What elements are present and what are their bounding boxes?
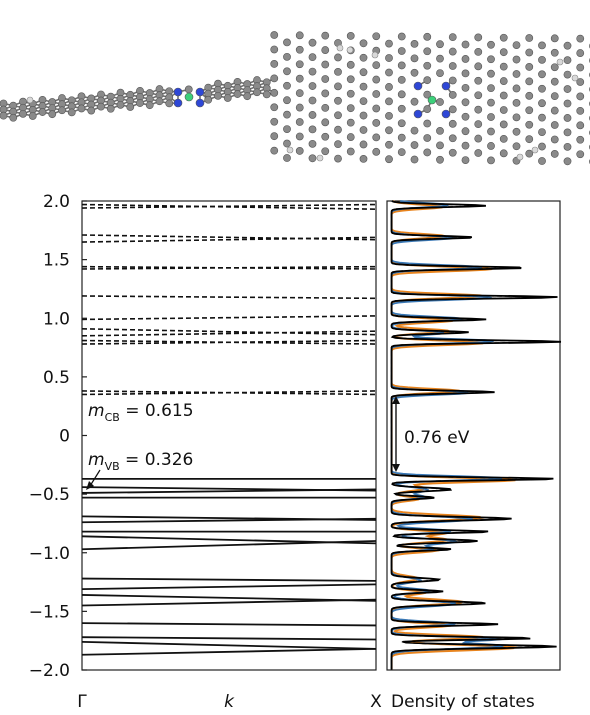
gap-arrowhead-up bbox=[392, 396, 400, 404]
vb-mass-annotation: mVB = 0.326 bbox=[88, 450, 193, 473]
y-tick-label: 0 bbox=[59, 427, 70, 447]
valence-band-line bbox=[81, 540, 377, 551]
band-gap-label: 0.76 eV bbox=[404, 428, 470, 448]
dos-panel: 0.76 eV Density of states bbox=[386, 200, 562, 712]
conduction-band-line bbox=[81, 234, 377, 241]
vb-mass-arrowhead bbox=[86, 481, 94, 490]
gap-arrowhead-down bbox=[392, 464, 400, 472]
y-tick-label: −2.0 bbox=[29, 661, 70, 681]
conduction-band-line bbox=[81, 328, 377, 336]
x-axis-label: k bbox=[224, 692, 235, 712]
valence-band-line bbox=[81, 577, 377, 582]
conduction-band-line bbox=[81, 295, 377, 300]
conduction-band-line bbox=[81, 203, 377, 209]
dos-axis-label: Density of states bbox=[391, 692, 535, 712]
molecule-structure-image bbox=[0, 31, 590, 166]
valence-band-line bbox=[81, 636, 377, 641]
cb-mass-annotation: mCB = 0.615 bbox=[88, 401, 194, 424]
valence-band-line bbox=[81, 640, 377, 650]
conduction-band-line bbox=[81, 330, 377, 337]
valence-band-line bbox=[81, 598, 377, 607]
y-tick-label: −1.5 bbox=[29, 602, 70, 622]
y-tick-label: 1.0 bbox=[43, 309, 70, 329]
x-tick-x: X bbox=[370, 692, 382, 712]
y-tick-label: 0.5 bbox=[43, 368, 70, 388]
x-tick-gamma: Γ bbox=[77, 692, 87, 712]
valence-band-line bbox=[81, 622, 377, 627]
y-tick-label: 1.5 bbox=[43, 251, 70, 271]
band-structure-panel: 2.0 1.5 1.0 0.5 0 −0.5 −1.0 −1.5 −2.0 mCB = 0.61… bbox=[29, 192, 382, 712]
y-tick-label: 2.0 bbox=[43, 192, 70, 212]
vb-mass-arrow bbox=[89, 469, 101, 487]
y-tick-label: −1.0 bbox=[29, 544, 70, 564]
valence-band-line bbox=[81, 488, 377, 494]
conduction-band-line bbox=[81, 315, 377, 321]
valence-band-line bbox=[81, 517, 377, 524]
valence-band-line bbox=[81, 583, 377, 590]
conduction-band-line bbox=[81, 339, 377, 345]
conduction-band-line bbox=[81, 265, 377, 270]
dos-total-curve bbox=[390, 200, 562, 670]
conduction-band-line bbox=[81, 236, 377, 243]
valence-band-line bbox=[81, 647, 377, 656]
conduction-band-line bbox=[81, 390, 377, 396]
dos-plot-frame bbox=[386, 200, 561, 671]
y-tick-label: −0.5 bbox=[29, 485, 70, 505]
